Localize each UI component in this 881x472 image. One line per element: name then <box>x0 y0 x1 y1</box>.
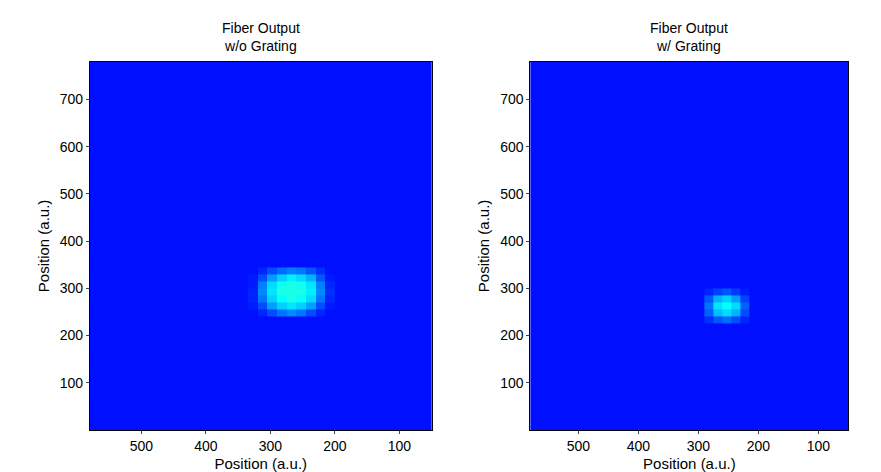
svg-text:100: 100 <box>388 438 412 454</box>
svg-text:200: 200 <box>500 327 524 343</box>
svg-text:300: 300 <box>259 438 283 454</box>
svg-text:500: 500 <box>567 438 591 454</box>
svg-text:200: 200 <box>323 438 347 454</box>
svg-text:300: 300 <box>687 438 711 454</box>
svg-text:Fiber Outputw/o Grating: Fiber Outputw/o Grating <box>222 20 300 54</box>
svg-text:Position (a.u.): Position (a.u.) <box>475 200 492 293</box>
svg-text:Position (a.u.): Position (a.u.) <box>35 200 52 293</box>
svg-text:300: 300 <box>500 280 524 296</box>
svg-text:200: 200 <box>747 438 771 454</box>
svg-text:500: 500 <box>130 438 154 454</box>
svg-text:700: 700 <box>60 91 84 107</box>
svg-text:Fiber Outputw/ Grating: Fiber Outputw/ Grating <box>650 20 728 54</box>
svg-text:400: 400 <box>60 233 84 249</box>
svg-text:Position (a.u.): Position (a.u.) <box>215 455 308 472</box>
svg-text:700: 700 <box>500 91 524 107</box>
svg-text:100: 100 <box>807 438 831 454</box>
svg-text:600: 600 <box>500 139 524 155</box>
svg-text:Position (a.u.): Position (a.u.) <box>643 455 736 472</box>
svg-text:400: 400 <box>500 233 524 249</box>
svg-text:600: 600 <box>60 139 84 155</box>
svg-text:500: 500 <box>60 186 84 202</box>
svg-text:500: 500 <box>500 186 524 202</box>
svg-text:100: 100 <box>60 375 84 391</box>
svg-text:200: 200 <box>60 327 84 343</box>
svg-text:100: 100 <box>500 375 524 391</box>
svg-text:300: 300 <box>60 280 84 296</box>
svg-text:400: 400 <box>627 438 651 454</box>
svg-text:400: 400 <box>194 438 218 454</box>
